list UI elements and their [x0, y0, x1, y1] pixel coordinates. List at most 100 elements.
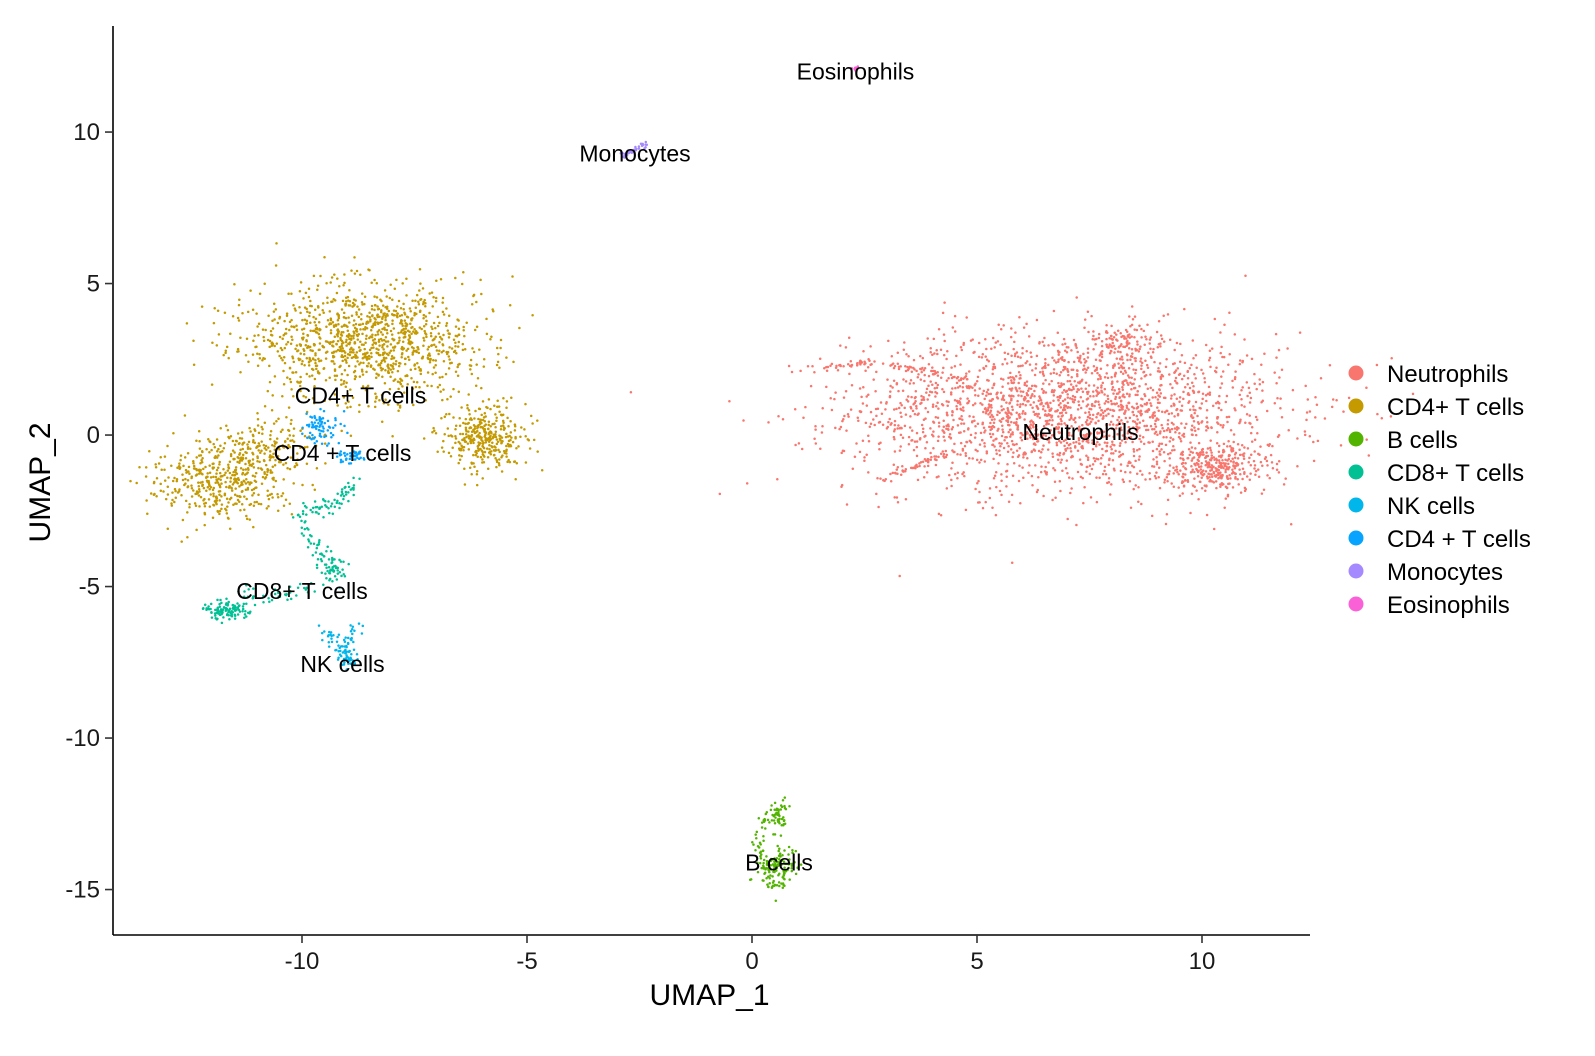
- data-point: [1073, 398, 1077, 402]
- data-point: [374, 392, 377, 396]
- data-point: [398, 314, 402, 318]
- data-point: [1210, 454, 1214, 457]
- data-point: [1149, 386, 1152, 390]
- data-point: [1029, 436, 1032, 439]
- data-point: [246, 481, 250, 484]
- data-point: [1157, 466, 1161, 470]
- data-point: [1227, 466, 1231, 470]
- data-point: [306, 445, 309, 449]
- data-point: [923, 373, 926, 377]
- data-point: [1057, 426, 1061, 429]
- data-point: [1319, 376, 1323, 380]
- data-point: [1020, 431, 1023, 435]
- data-point: [314, 444, 318, 447]
- data-point: [1090, 314, 1093, 318]
- data-point: [370, 352, 373, 355]
- data-point: [1063, 444, 1066, 448]
- data-point: [389, 349, 393, 352]
- data-point: [1096, 457, 1100, 461]
- data-point: [1100, 355, 1104, 359]
- data-point: [865, 404, 869, 407]
- data-point: [786, 862, 789, 866]
- data-point: [474, 384, 478, 388]
- data-point: [931, 353, 934, 356]
- data-point: [480, 438, 483, 441]
- data-point: [154, 463, 157, 466]
- data-point: [969, 339, 973, 342]
- data-point: [1210, 457, 1214, 460]
- data-point: [224, 471, 227, 474]
- data-point: [930, 455, 933, 459]
- data-point: [889, 480, 893, 483]
- data-point: [222, 353, 225, 357]
- data-point: [333, 299, 337, 302]
- data-point: [978, 461, 981, 464]
- data-point: [1016, 425, 1020, 429]
- data-point: [365, 357, 369, 361]
- data-point: [340, 355, 343, 359]
- data-point: [959, 453, 962, 456]
- data-point: [1160, 448, 1163, 451]
- data-point: [184, 482, 187, 485]
- data-point: [431, 327, 434, 331]
- data-point: [846, 363, 850, 366]
- data-point: [190, 484, 193, 487]
- data-point: [192, 363, 196, 367]
- data-point: [1095, 389, 1098, 392]
- data-point: [326, 318, 330, 322]
- data-point: [236, 347, 240, 351]
- data-point: [467, 448, 471, 451]
- data-point: [351, 301, 355, 305]
- data-point: [1180, 404, 1184, 407]
- data-point: [308, 375, 311, 378]
- data-point: [442, 450, 445, 453]
- data-point: [1260, 363, 1263, 366]
- data-point: [252, 491, 256, 495]
- data-point: [343, 281, 346, 285]
- data-point: [171, 479, 175, 483]
- data-point: [1041, 448, 1044, 451]
- data-point: [396, 403, 400, 406]
- data-point: [382, 338, 386, 342]
- data-point: [1014, 375, 1018, 378]
- data-point: [1034, 424, 1038, 428]
- data-point: [1064, 411, 1068, 415]
- data-point: [448, 332, 451, 336]
- data-point: [371, 343, 374, 347]
- data-point: [1157, 366, 1160, 370]
- data-point: [1093, 404, 1096, 408]
- data-point: [1210, 464, 1214, 467]
- data-point: [476, 447, 480, 450]
- data-point: [178, 488, 181, 491]
- data-point: [1306, 398, 1310, 401]
- data-point: [381, 327, 384, 331]
- data-point: [1157, 418, 1160, 421]
- data-point: [361, 352, 365, 356]
- data-point: [255, 500, 259, 504]
- data-point: [1229, 428, 1233, 432]
- data-point: [1140, 336, 1143, 339]
- data-point: [1227, 482, 1230, 486]
- data-point: [1043, 366, 1047, 369]
- data-point: [1193, 372, 1196, 376]
- data-point: [1071, 477, 1074, 480]
- data-point: [1007, 430, 1010, 434]
- data-point: [201, 450, 204, 454]
- data-point: [225, 497, 229, 501]
- data-point: [454, 441, 457, 445]
- data-point: [844, 390, 848, 393]
- data-point: [1173, 393, 1176, 396]
- data-point: [384, 336, 388, 339]
- data-point: [774, 899, 778, 902]
- data-point: [1000, 473, 1003, 476]
- data-point: [922, 418, 926, 422]
- data-point: [266, 338, 270, 342]
- data-point: [1273, 371, 1276, 374]
- data-point: [1130, 305, 1134, 308]
- data-point: [1212, 456, 1216, 459]
- data-point: [256, 417, 260, 421]
- data-point: [940, 403, 944, 406]
- data-point: [920, 423, 924, 427]
- data-point: [275, 441, 278, 444]
- data-point: [1257, 475, 1261, 479]
